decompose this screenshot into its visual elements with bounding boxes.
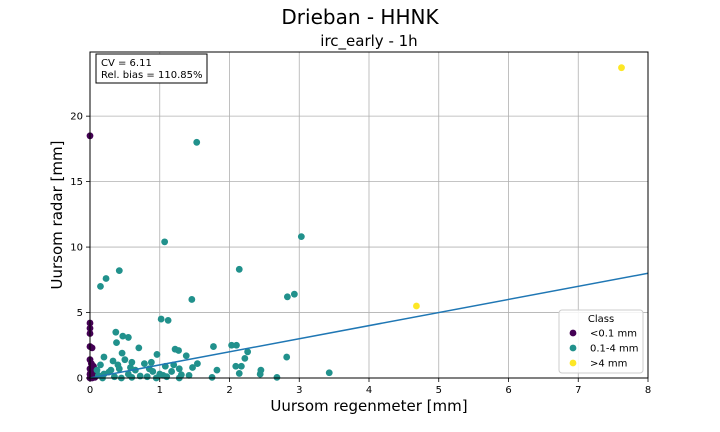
chart-title: irc_early - 1h bbox=[320, 32, 417, 51]
x-tick-label: 1 bbox=[157, 385, 163, 396]
y-tick-label: 15 bbox=[70, 177, 83, 188]
scatter-point bbox=[228, 341, 235, 349]
scatter-point bbox=[283, 353, 291, 361]
scatter-point bbox=[93, 366, 101, 374]
scatter-point bbox=[97, 361, 104, 369]
legend-marker bbox=[569, 359, 577, 367]
scatter-point bbox=[273, 373, 281, 381]
scatter-point bbox=[182, 352, 190, 360]
scatter-point bbox=[188, 296, 196, 303]
stats-cv: CV = 6.11 bbox=[101, 58, 152, 69]
scatter-point bbox=[128, 358, 136, 366]
x-axis-label: Uursom regenmeter [mm] bbox=[270, 397, 467, 415]
legend-label: >4 mm bbox=[590, 359, 627, 370]
stats-bias: Rel. bias = 110.85% bbox=[101, 70, 202, 81]
scatter-point bbox=[141, 360, 148, 367]
scatter-point bbox=[119, 332, 127, 340]
scatter-point bbox=[112, 328, 120, 336]
scatter-point bbox=[256, 370, 264, 378]
scatter-point bbox=[115, 267, 123, 275]
legend-title: Class bbox=[588, 314, 614, 325]
scatter-point bbox=[157, 315, 165, 323]
chart-suptitle: Drieban - HHNK bbox=[281, 5, 439, 29]
x-tick-label: 6 bbox=[505, 385, 511, 396]
scatter-point bbox=[210, 343, 217, 350]
y-axis-label: Uursom radar [mm] bbox=[48, 141, 66, 290]
scatter-point bbox=[175, 365, 183, 373]
scatter-point bbox=[413, 302, 420, 310]
x-tick-label: 3 bbox=[296, 385, 302, 396]
scatter-point bbox=[297, 233, 305, 241]
x-tick-label: 5 bbox=[436, 385, 442, 396]
x-tick-label: 7 bbox=[575, 385, 581, 396]
scatter-point bbox=[241, 354, 249, 362]
scatter-point bbox=[143, 373, 151, 381]
y-axis-ticks: 0 5 10 15 20 bbox=[70, 112, 90, 385]
scatter-point bbox=[118, 349, 126, 357]
legend-marker bbox=[569, 344, 577, 352]
scatter-point bbox=[235, 370, 243, 377]
legend-frame bbox=[558, 309, 644, 374]
scatter-point bbox=[113, 339, 120, 347]
scatter-point bbox=[128, 373, 136, 381]
scatter-point bbox=[102, 275, 110, 282]
legend-label: 0.1-4 mm bbox=[590, 344, 639, 355]
legend-marker bbox=[569, 329, 577, 337]
y-tick-label: 10 bbox=[70, 243, 83, 254]
x-tick-label: 4 bbox=[366, 385, 372, 396]
scatter-point bbox=[208, 373, 216, 381]
scatter-point bbox=[164, 316, 172, 324]
scatter-point bbox=[114, 361, 122, 369]
scatter-point bbox=[325, 369, 333, 377]
legend-entries: <0.1 mm 0.1-4 mm >4 mm bbox=[569, 329, 639, 370]
scatter-point bbox=[244, 348, 252, 356]
scatter-point bbox=[290, 290, 298, 298]
data-series bbox=[86, 64, 625, 382]
fit-line bbox=[89, 272, 649, 379]
scatter-point bbox=[127, 364, 134, 371]
fit-line-group bbox=[89, 272, 649, 379]
scatter-point bbox=[618, 64, 625, 72]
scatter-point bbox=[159, 371, 167, 379]
x-tick-label: 2 bbox=[226, 385, 232, 396]
scatter-point bbox=[193, 138, 201, 146]
scatter-point bbox=[235, 265, 243, 273]
x-tick-label: 0 bbox=[87, 385, 93, 396]
scatter-point bbox=[153, 351, 161, 358]
scatter-point bbox=[232, 362, 240, 370]
scatter-point bbox=[97, 282, 104, 290]
stats-box-frame bbox=[95, 53, 208, 84]
x-axis-ticks: 0 1 2 3 4 5 6 7 8 bbox=[87, 378, 651, 396]
scatter-point bbox=[135, 344, 143, 352]
stats-box: CV = 6.11 Rel. bias = 110.85% bbox=[95, 53, 208, 84]
scatter-point bbox=[161, 238, 169, 246]
x-tick-label: 8 bbox=[645, 385, 651, 396]
scatter-point bbox=[283, 293, 291, 301]
legend-label: <0.1 mm bbox=[590, 329, 637, 340]
scatter-point bbox=[124, 334, 132, 341]
y-tick-label: 0 bbox=[77, 374, 83, 385]
scatter-point bbox=[237, 362, 245, 370]
scatter-point bbox=[189, 364, 196, 371]
y-tick-label: 20 bbox=[70, 112, 83, 123]
scatter-point bbox=[168, 368, 176, 375]
legend: Class <0.1 mm 0.1-4 mm >4 mm bbox=[558, 309, 644, 374]
scatter-point bbox=[213, 366, 221, 374]
scatter-point bbox=[109, 357, 117, 365]
scatter-point bbox=[185, 371, 193, 379]
scatter-point bbox=[233, 341, 240, 349]
scatter-point bbox=[100, 353, 108, 361]
scatter-point bbox=[147, 358, 155, 366]
scatter-point bbox=[121, 356, 129, 364]
y-tick-label: 5 bbox=[77, 308, 83, 319]
scatter-point bbox=[175, 347, 182, 354]
scatter-point bbox=[194, 360, 201, 367]
